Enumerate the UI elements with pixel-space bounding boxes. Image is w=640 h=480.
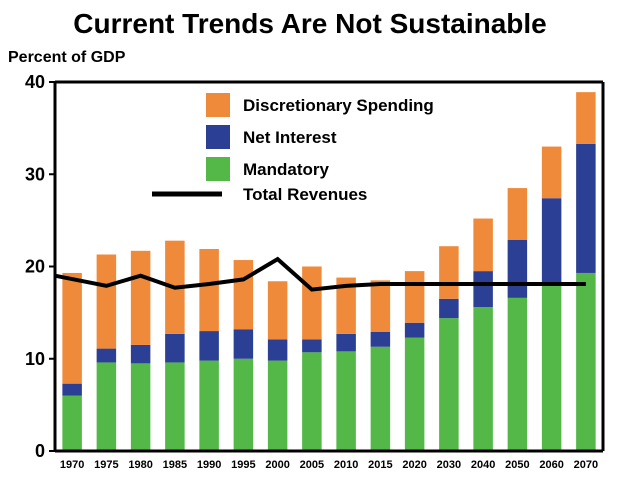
bar-mandatory-1990 (199, 360, 219, 451)
legend-swatch-mandatory (206, 157, 230, 181)
bar-mandatory-2020 (404, 337, 425, 451)
bar-mandatory-1970 (62, 395, 82, 451)
bar-net-interest-2000 (267, 339, 288, 361)
bar-mandatory-1980 (130, 363, 151, 451)
legend-swatch-net-interest (206, 125, 230, 149)
bar-net-interest-1985 (165, 333, 185, 363)
bar-net-interest-1975 (96, 348, 117, 363)
x-tick-label-1975: 1975 (94, 459, 118, 471)
bar-net-interest-2040 (473, 271, 493, 308)
bar-discretionary-spending-2005 (302, 266, 322, 340)
bar-discretionary-spending-2060 (541, 146, 562, 199)
bar-net-interest-2010 (336, 333, 356, 352)
bar-mandatory-2070 (576, 272, 596, 451)
x-tick-label-2000: 2000 (265, 459, 289, 471)
x-tick-label-1970: 1970 (60, 459, 84, 471)
y-tick-label-20: 20 (25, 257, 45, 277)
bar-net-interest-1995 (233, 329, 254, 359)
bar-net-interest-2015 (370, 331, 391, 347)
legend-label-discretionary-spending: Discretionary Spending (243, 96, 434, 115)
x-tick-label-1990: 1990 (197, 459, 221, 471)
bar-net-interest-1990 (199, 331, 219, 361)
x-tick-label-2020: 2020 (402, 459, 426, 471)
bar-discretionary-spending-1995 (233, 260, 254, 330)
bar-net-interest-2070 (576, 143, 596, 273)
x-tick-label-1995: 1995 (231, 459, 255, 471)
bar-discretionary-spending-2040 (473, 218, 493, 272)
bar-mandatory-2015 (370, 346, 391, 451)
bar-discretionary-spending-2070 (576, 92, 596, 144)
bar-discretionary-spending-2050 (507, 188, 528, 240)
bar-mandatory-2060 (541, 285, 562, 451)
bar-discretionary-spending-2020 (404, 271, 425, 323)
x-tick-label-1985: 1985 (163, 459, 187, 471)
bar-net-interest-1980 (130, 344, 151, 364)
x-tick-label-2040: 2040 (471, 459, 495, 471)
bar-mandatory-2010 (336, 351, 356, 451)
y-tick-label-30: 30 (25, 164, 45, 184)
total-revenues-line (54, 256, 586, 292)
bar-net-interest-2050 (507, 239, 528, 298)
y-tick-label-10: 10 (25, 349, 45, 369)
bar-discretionary-spending-1980 (130, 250, 151, 345)
x-tick-label-2015: 2015 (368, 459, 392, 471)
bar-net-interest-1970 (62, 383, 82, 396)
x-tick-label-2070: 2070 (574, 459, 598, 471)
bar-mandatory-2040 (473, 307, 493, 451)
bar-net-interest-2005 (302, 339, 322, 353)
bar-mandatory-2030 (439, 318, 459, 451)
bar-mandatory-1975 (96, 362, 117, 451)
x-tick-label-1980: 1980 (128, 459, 152, 471)
legend-swatch-discretionary-spending (206, 93, 230, 117)
x-tick-label-2030: 2030 (437, 459, 461, 471)
bar-discretionary-spending-2015 (370, 280, 391, 332)
bar-mandatory-2050 (507, 297, 528, 451)
bar-mandatory-2005 (302, 352, 322, 451)
y-tick-label-0: 0 (35, 441, 45, 461)
x-tick-label-2010: 2010 (334, 459, 358, 471)
bar-net-interest-2060 (541, 198, 562, 286)
legend-label-mandatory: Mandatory (243, 160, 330, 179)
bar-discretionary-spending-2000 (267, 281, 288, 340)
bar-net-interest-2020 (404, 322, 425, 338)
bar-discretionary-spending-2030 (439, 246, 459, 299)
bar-discretionary-spending-1975 (96, 254, 117, 349)
bar-discretionary-spending-1990 (199, 248, 219, 332)
bar-mandatory-2000 (267, 360, 288, 451)
legend-label-total-revenues: Total Revenues (243, 185, 367, 204)
bar-mandatory-1985 (165, 362, 185, 451)
bar-net-interest-2030 (439, 298, 459, 319)
x-tick-label-2050: 2050 (505, 459, 529, 471)
y-tick-label-40: 40 (25, 72, 45, 92)
legend-label-net-interest: Net Interest (243, 128, 337, 147)
x-tick-label-2060: 2060 (539, 459, 563, 471)
bar-mandatory-1995 (233, 358, 254, 451)
bar-discretionary-spending-1970 (62, 272, 82, 384)
x-tick-label-2005: 2005 (300, 459, 324, 471)
y-axis-label: Percent of GDP (8, 49, 126, 66)
bar-discretionary-spending-2010 (336, 277, 356, 334)
chart-title: Current Trends Are Not Sustainable (73, 8, 547, 39)
